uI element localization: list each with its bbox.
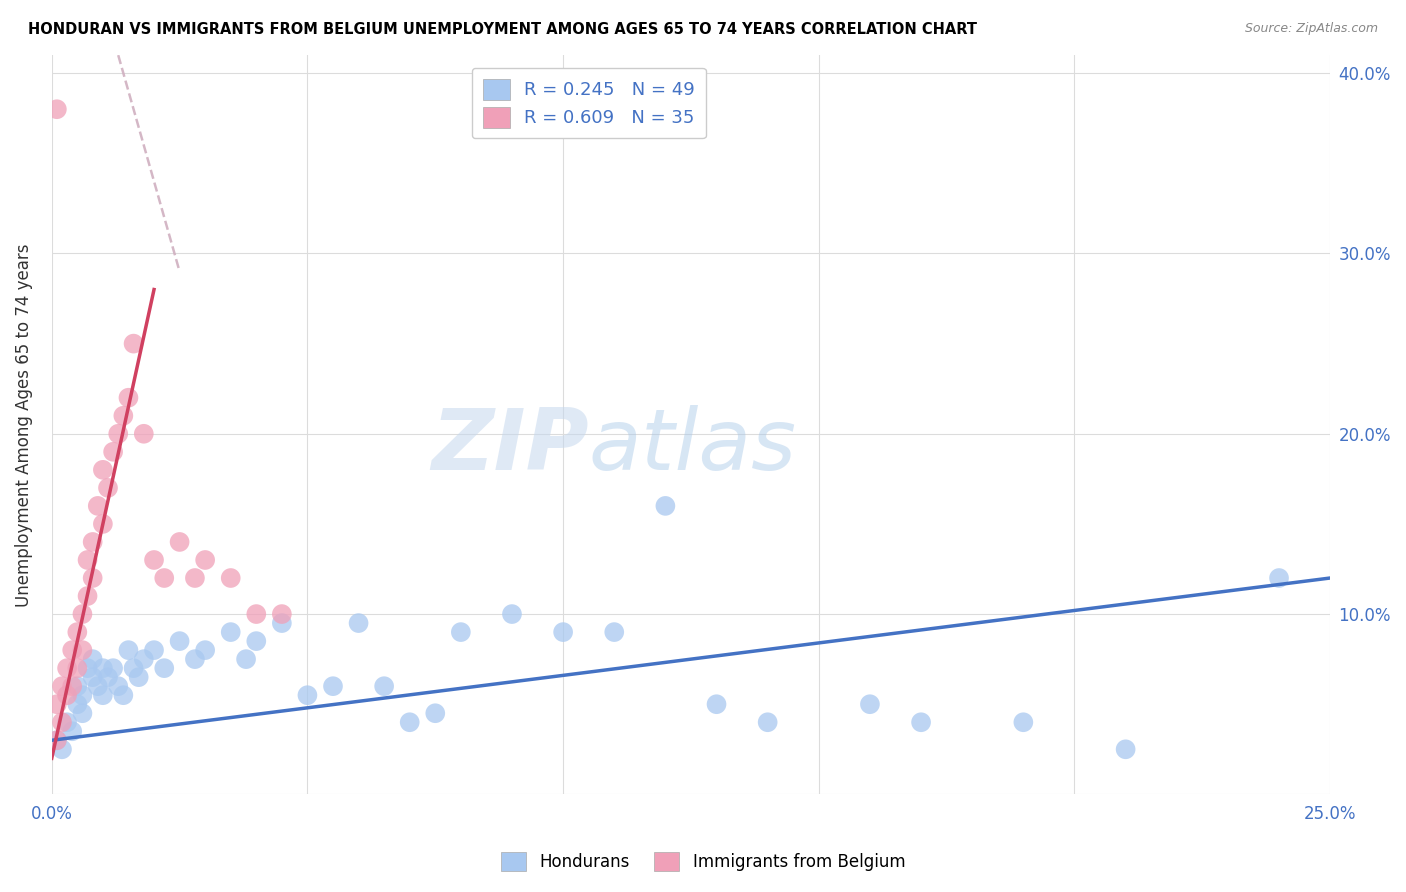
Point: [112, 409, 135, 423]
Point: [245, 634, 267, 648]
Point: [72, 643, 94, 657]
Point: [91, 661, 114, 675]
Point: [51, 715, 73, 730]
Point: [107, 426, 129, 441]
Point: [72, 706, 94, 721]
Point: [76, 553, 98, 567]
Text: ZIP: ZIP: [432, 406, 589, 489]
Point: [398, 715, 420, 730]
Point: [122, 336, 145, 351]
Point: [66, 661, 89, 675]
Text: HONDURAN VS IMMIGRANTS FROM BELGIUM UNEMPLOYMENT AMONG AGES 65 TO 74 YEARS CORRE: HONDURAN VS IMMIGRANTS FROM BELGIUM UNEM…: [28, 22, 977, 37]
Point: [56, 688, 79, 702]
Point: [60, 679, 83, 693]
Point: [132, 426, 155, 441]
Point: [450, 625, 472, 640]
Point: [910, 715, 932, 730]
Point: [101, 445, 124, 459]
Point: [235, 652, 257, 666]
Point: [91, 463, 114, 477]
Point: [347, 616, 370, 631]
Point: [56, 661, 79, 675]
Point: [501, 607, 523, 621]
Point: [194, 553, 217, 567]
Point: [97, 670, 120, 684]
Point: [1115, 742, 1137, 756]
Legend: R = 0.245   N = 49, R = 0.609   N = 35: R = 0.245 N = 49, R = 0.609 N = 35: [471, 68, 706, 138]
Legend: Hondurans, Immigrants from Belgium: Hondurans, Immigrants from Belgium: [492, 843, 914, 880]
Point: [553, 625, 575, 640]
Point: [66, 625, 89, 640]
Point: [91, 516, 114, 531]
Point: [297, 688, 319, 702]
Point: [117, 391, 139, 405]
Point: [45, 697, 67, 711]
Point: [128, 670, 150, 684]
Point: [82, 535, 104, 549]
Point: [87, 499, 110, 513]
Point: [756, 715, 779, 730]
Point: [107, 679, 129, 693]
Point: [859, 697, 882, 711]
Point: [72, 607, 94, 621]
Point: [76, 661, 98, 675]
Point: [51, 742, 73, 756]
Point: [270, 616, 292, 631]
Point: [101, 661, 124, 675]
Point: [153, 571, 176, 585]
Point: [219, 571, 242, 585]
Point: [66, 679, 89, 693]
Point: [270, 607, 292, 621]
Text: Source: ZipAtlas.com: Source: ZipAtlas.com: [1244, 22, 1378, 36]
Point: [425, 706, 447, 721]
Point: [60, 643, 83, 657]
Point: [219, 625, 242, 640]
Point: [51, 679, 73, 693]
Point: [56, 715, 79, 730]
Point: [153, 661, 176, 675]
Point: [169, 535, 191, 549]
Point: [45, 102, 67, 116]
Point: [1268, 571, 1291, 585]
Point: [132, 652, 155, 666]
Point: [194, 643, 217, 657]
Point: [654, 499, 676, 513]
Point: [82, 571, 104, 585]
Point: [117, 643, 139, 657]
Point: [169, 634, 191, 648]
Y-axis label: Unemployment Among Ages 65 to 74 years: Unemployment Among Ages 65 to 74 years: [15, 243, 32, 607]
Point: [66, 697, 89, 711]
Point: [76, 589, 98, 603]
Point: [143, 643, 166, 657]
Point: [97, 481, 120, 495]
Point: [87, 679, 110, 693]
Point: [91, 688, 114, 702]
Point: [603, 625, 626, 640]
Point: [706, 697, 728, 711]
Point: [184, 652, 207, 666]
Point: [112, 688, 135, 702]
Point: [322, 679, 344, 693]
Point: [373, 679, 395, 693]
Point: [122, 661, 145, 675]
Point: [143, 553, 166, 567]
Point: [245, 607, 267, 621]
Point: [72, 688, 94, 702]
Point: [45, 733, 67, 747]
Point: [184, 571, 207, 585]
Text: atlas: atlas: [589, 406, 797, 489]
Point: [1012, 715, 1035, 730]
Point: [60, 724, 83, 739]
Point: [45, 733, 67, 747]
Point: [82, 670, 104, 684]
Point: [82, 652, 104, 666]
